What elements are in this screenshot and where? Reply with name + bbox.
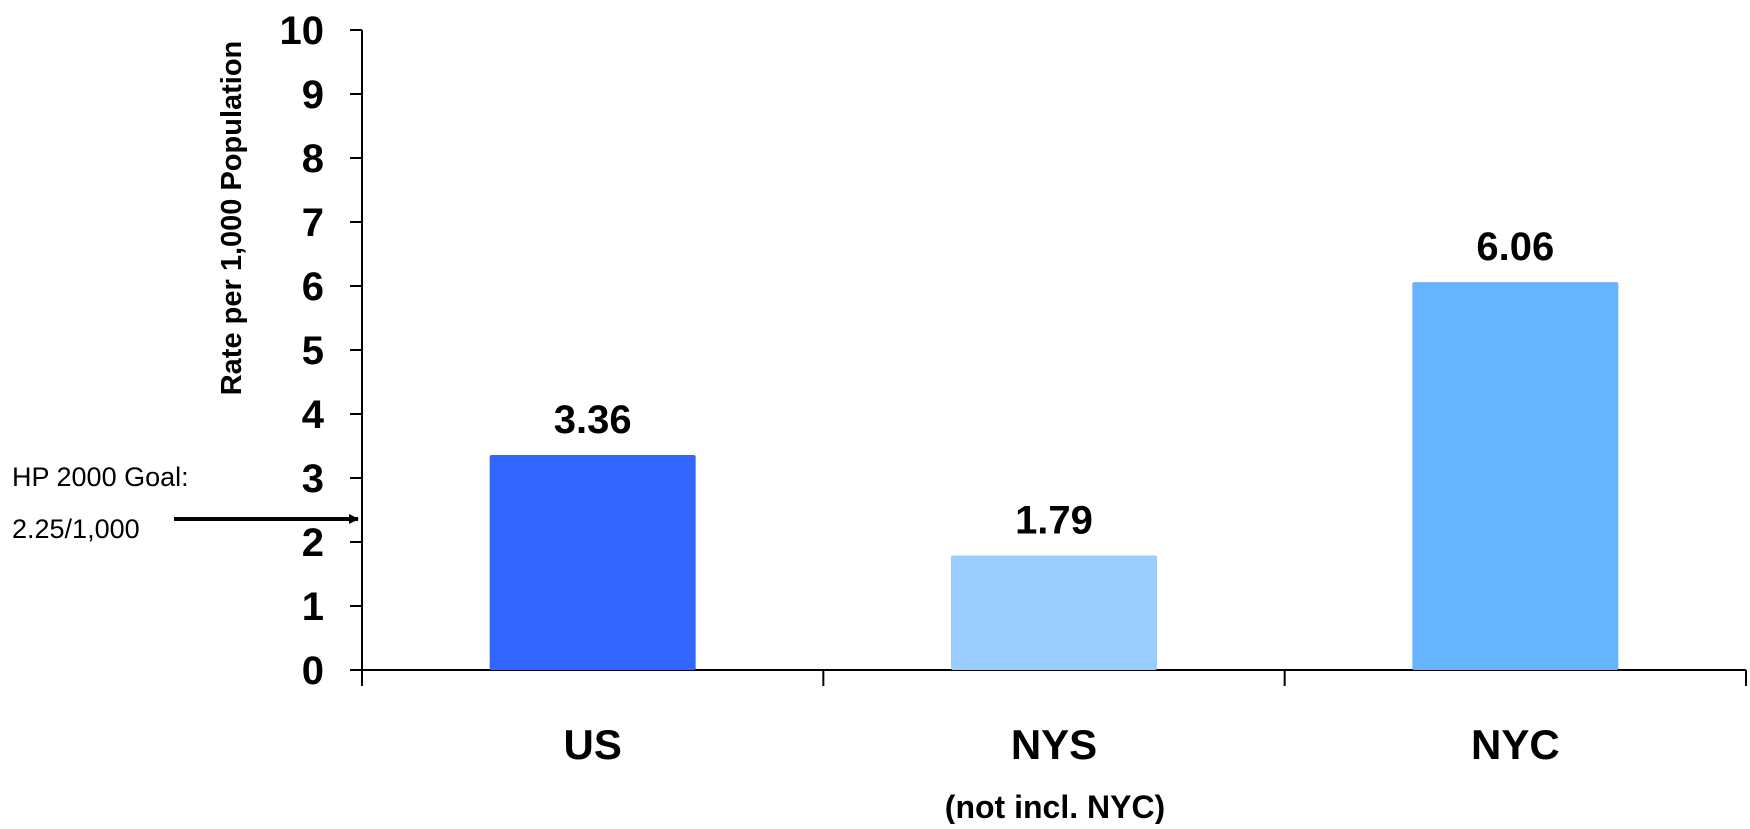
y-tick-label: 3 [302,457,324,501]
category-label-nyc: NYC [1471,721,1560,768]
y-tick-label: 4 [302,393,325,437]
value-label-nyc: 6.06 [1476,225,1554,269]
y-tick-label: 10 [280,9,325,53]
y-axis-title: Rate per 1,000 Population [216,41,248,396]
value-label-us: 3.36 [554,398,632,442]
y-tick-label: 8 [302,137,324,181]
goal-annotation-line2: 2.25/1,000 [12,514,140,544]
bar-nys [951,555,1157,670]
y-tick-label: 9 [302,73,324,117]
bar-us [489,454,696,670]
y-tick-label: 1 [302,585,324,629]
y-tick-label: 2 [302,521,324,565]
value-label-nys: 1.79 [1015,498,1093,542]
y-tick-label: 5 [302,329,324,373]
category-sublabel-nys: (not incl. NYC) [945,789,1165,824]
goal-annotation-line1: HP 2000 Goal: [12,462,189,492]
bar-nyc [1412,282,1619,670]
y-tick-label: 6 [302,265,324,309]
y-tick-label: 0 [302,649,324,693]
y-tick-label: 7 [302,201,324,245]
category-label-nys: NYS [1011,721,1097,768]
chart-marks: 0 1 2 3 4 5 6 7 8 9 10 3.36 US 1.79 NYS 6.06 NYC [174,9,1747,768]
category-label-us: US [563,721,621,768]
